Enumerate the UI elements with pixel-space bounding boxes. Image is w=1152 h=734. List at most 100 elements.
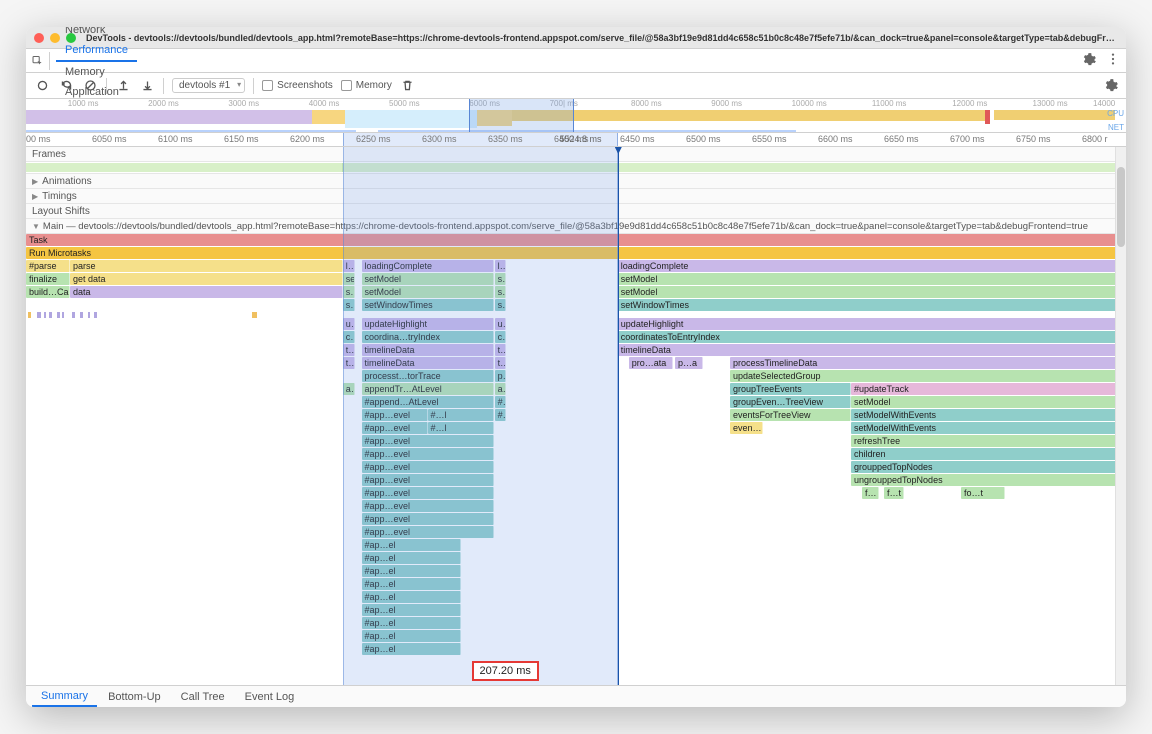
- tab-performance[interactable]: Performance: [56, 40, 137, 62]
- flame-bar[interactable]: Run Microtasks: [26, 247, 1126, 259]
- flame-bar[interactable]: #ap…el: [362, 552, 461, 564]
- flame-bar[interactable]: #app…evel: [362, 409, 428, 421]
- flame-bar[interactable]: #ap…el: [362, 539, 461, 551]
- flame-bar[interactable]: appendTr…AtLevel: [362, 383, 494, 395]
- flame-bar[interactable]: s…: [343, 299, 355, 311]
- flame-bar[interactable]: setWindowTimes: [362, 299, 494, 311]
- flame-bar[interactable]: timelineData: [362, 357, 494, 369]
- flame-bar[interactable]: #app…evel: [362, 526, 494, 538]
- flame-bar[interactable]: #app…evel: [362, 487, 494, 499]
- flame-bar[interactable]: u…: [343, 318, 355, 330]
- flame-bar[interactable]: #app…evel: [362, 500, 494, 512]
- overview-minimap[interactable]: 1000 ms2000 ms3000 ms4000 ms5000 ms6000 …: [26, 99, 1126, 133]
- flame-bar[interactable]: updateSelectedGroup: [730, 370, 1126, 382]
- flame-bar[interactable]: coordinatesToEntryIndex: [618, 331, 1126, 343]
- overview-selection[interactable]: [469, 99, 574, 132]
- flame-bar[interactable]: timelineData: [362, 344, 494, 356]
- details-tab-bottom-up[interactable]: Bottom-Up: [99, 688, 170, 706]
- flame-bar[interactable]: #app…evel: [362, 448, 494, 460]
- flame-bar[interactable]: s…l: [343, 286, 355, 298]
- record-icon[interactable]: [34, 78, 50, 94]
- flame-bar[interactable]: #ap…el: [362, 643, 461, 655]
- flame-bar[interactable]: #parse: [26, 260, 70, 272]
- timings-track-header[interactable]: ▶Timings: [26, 189, 1126, 204]
- frame-segment[interactable]: [343, 163, 618, 172]
- details-tab-call-tree[interactable]: Call Tree: [172, 688, 234, 706]
- flame-bar[interactable]: s…: [495, 299, 506, 311]
- flame-bar[interactable]: #ap…el: [362, 617, 461, 629]
- flame-bar[interactable]: parse: [70, 260, 343, 272]
- tab-network[interactable]: Network: [56, 27, 137, 40]
- flame-bar[interactable]: f…: [862, 487, 879, 499]
- flame-bar[interactable]: Task: [26, 234, 1126, 246]
- flame-chart[interactable]: Frames ▶Animations ▶Timings Layout Shift…: [26, 147, 1126, 685]
- flame-bar[interactable]: fo…t: [961, 487, 1005, 499]
- flame-bar[interactable]: u…: [495, 318, 506, 330]
- flame-bar[interactable]: grouppedTopNodes: [851, 461, 1126, 473]
- flame-bar[interactable]: pro…ata: [629, 357, 673, 369]
- flame-bar[interactable]: #ap…el: [362, 630, 461, 642]
- flame-bar[interactable]: l…: [495, 260, 506, 272]
- flame-bar[interactable]: processt…torTrace: [362, 370, 494, 382]
- flame-bar[interactable]: p…: [495, 370, 506, 382]
- inspect-element-icon[interactable]: [32, 52, 50, 70]
- flame-bar[interactable]: build…Calls: [26, 286, 70, 298]
- flame-bar[interactable]: data: [70, 286, 343, 298]
- flame-bar[interactable]: setModel: [618, 273, 1126, 285]
- reload-record-icon[interactable]: [58, 78, 74, 94]
- flame-bar[interactable]: se…l: [343, 273, 355, 285]
- flame-bar[interactable]: ungrouppedTopNodes: [851, 474, 1126, 486]
- vertical-scrollbar[interactable]: [1115, 147, 1126, 685]
- flame-bar[interactable]: setModel: [851, 396, 1126, 408]
- close-icon[interactable]: [34, 33, 44, 43]
- flame-bar[interactable]: even…rack: [730, 422, 763, 434]
- flame-bar[interactable]: p…a: [675, 357, 703, 369]
- capture-settings-icon[interactable]: [1104, 79, 1118, 93]
- layout-shifts-track-header[interactable]: Layout Shifts: [26, 204, 1126, 219]
- flame-bar[interactable]: setModel: [618, 286, 1126, 298]
- flame-bar[interactable]: processTimelineData: [730, 357, 1126, 369]
- flame-bar[interactable]: #app…evel: [362, 513, 494, 525]
- load-profile-icon[interactable]: [115, 78, 131, 94]
- flame-bar[interactable]: c…: [343, 331, 355, 343]
- flame-bar[interactable]: a…: [495, 383, 506, 395]
- frames-track-header[interactable]: Frames: [26, 147, 1126, 162]
- flame-bar[interactable]: #ap…el: [362, 578, 461, 590]
- flame-bar[interactable]: #…l: [428, 422, 494, 434]
- flame-bar[interactable]: #updateTrack: [851, 383, 1126, 395]
- flame-bar[interactable]: t…: [495, 344, 506, 356]
- flame-bar[interactable]: #…l: [428, 409, 494, 421]
- flame-bar[interactable]: #app…evel: [362, 474, 494, 486]
- flame-bar[interactable]: t…: [343, 344, 355, 356]
- flame-bar[interactable]: s…: [495, 273, 506, 285]
- flame-bar[interactable]: get data: [70, 273, 343, 285]
- details-tab-event-log[interactable]: Event Log: [236, 688, 304, 706]
- gc-icon[interactable]: [400, 78, 416, 94]
- flame-bar[interactable]: updateHighlight: [362, 318, 494, 330]
- more-icon[interactable]: [1106, 52, 1120, 69]
- detail-ruler[interactable]: 00 ms6050 ms6100 ms6150 ms6200 ms6250 ms…: [26, 133, 1126, 147]
- settings-gear-icon[interactable]: [1082, 53, 1098, 69]
- flame-bar[interactable]: groupEven…TreeView: [730, 396, 851, 408]
- flame-bar[interactable]: setModelWithEvents: [851, 409, 1126, 421]
- clear-icon[interactable]: [82, 78, 98, 94]
- frame-segment[interactable]: [26, 163, 343, 172]
- flame-bar[interactable]: updateHighlight: [618, 318, 1126, 330]
- flame-bar[interactable]: loadingComplete: [618, 260, 1126, 272]
- memory-checkbox[interactable]: Memory: [341, 80, 392, 91]
- flame-bar[interactable]: timelineData: [618, 344, 1126, 356]
- flame-bar[interactable]: #ap…el: [362, 604, 461, 616]
- flame-bar[interactable]: s…: [495, 286, 506, 298]
- scrollbar-thumb[interactable]: [1117, 167, 1125, 247]
- flame-bar[interactable]: f…t: [884, 487, 904, 499]
- flame-bar[interactable]: #append…AtLevel: [362, 396, 494, 408]
- flame-bar[interactable]: a…: [343, 383, 355, 395]
- flame-bar[interactable]: children: [851, 448, 1126, 460]
- details-tab-summary[interactable]: Summary: [32, 687, 97, 707]
- flame-bar[interactable]: #…: [495, 409, 506, 421]
- flame-bar[interactable]: #app…evel: [362, 461, 494, 473]
- flame-bar[interactable]: #ap…el: [362, 565, 461, 577]
- frame-segment[interactable]: [618, 163, 1126, 172]
- main-track-header[interactable]: ▼Main — devtools://devtools/bundled/devt…: [26, 219, 1126, 234]
- flame-bar[interactable]: #ap…el: [362, 591, 461, 603]
